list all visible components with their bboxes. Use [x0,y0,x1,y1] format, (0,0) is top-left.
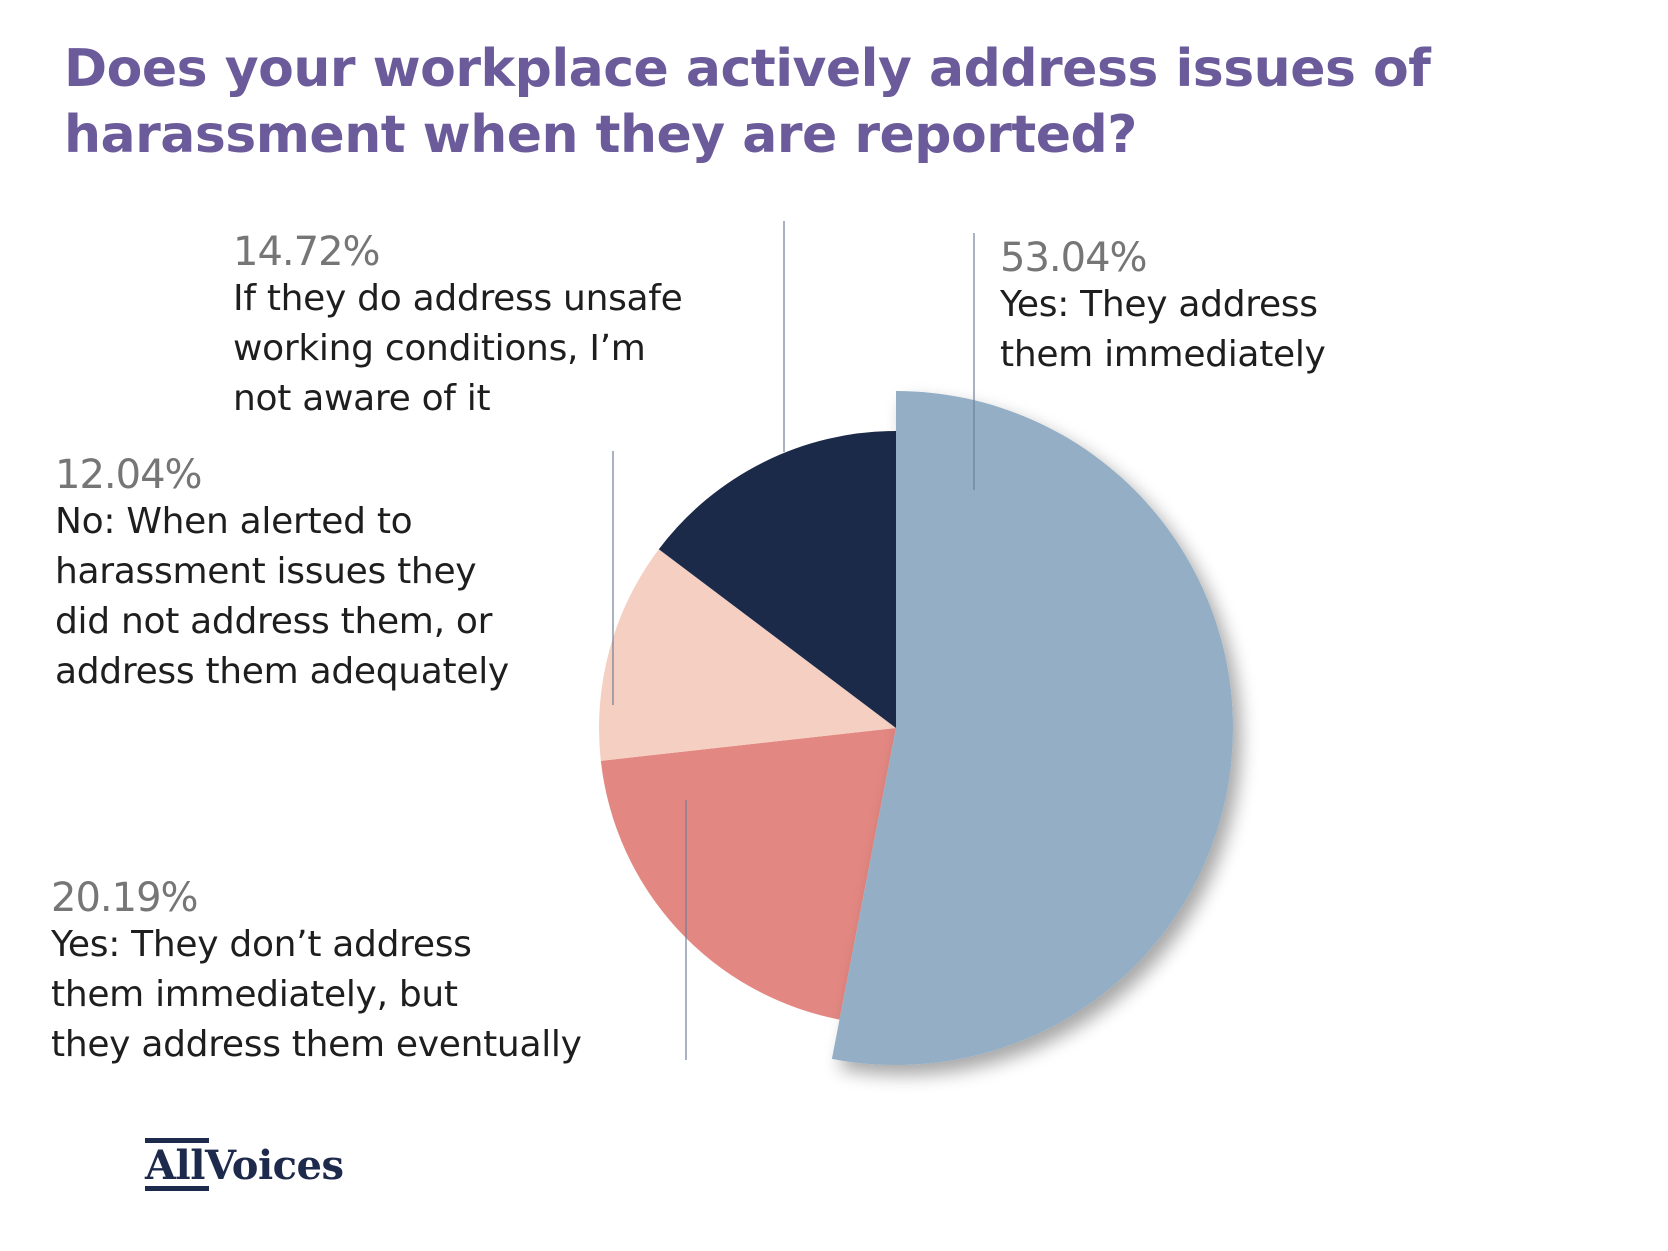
slice-yes-immediately [831,391,1233,1065]
category-label: No: When alerted to harassment issues th… [55,501,509,692]
pct-value: 12.04% [55,452,203,498]
slice-yes-eventually [600,728,896,1020]
allvoices-logo: AllVoices [145,1138,385,1198]
label-yes-eventually: 20.19% Yes: They don’t address them imme… [51,876,582,1070]
chart-title: Does your workplace actively address iss… [64,39,1431,165]
category-label: Yes: They address them immediately [1000,284,1326,375]
pct-value: 14.72% [233,229,381,275]
category-label: Yes: They don’t address them immediately… [51,924,582,1065]
category-label: If they do address unsafe working condit… [233,278,683,419]
pct-value: 53.04% [1000,235,1148,281]
label-yes-immediately: 53.04% Yes: They address them immediatel… [1000,236,1326,380]
label-not-aware: 14.72% If they do address unsafe working… [233,230,683,424]
slice-not-aware [658,431,896,728]
logo-text: AllVoices [145,1142,344,1189]
logo-bar-bottom [145,1186,209,1191]
pct-value: 20.19% [51,875,199,921]
slice-no-not-addressed [598,549,896,761]
logo-bar-top [145,1138,209,1143]
label-no-not-addressed: 12.04% No: When alerted to harassment is… [55,453,509,697]
